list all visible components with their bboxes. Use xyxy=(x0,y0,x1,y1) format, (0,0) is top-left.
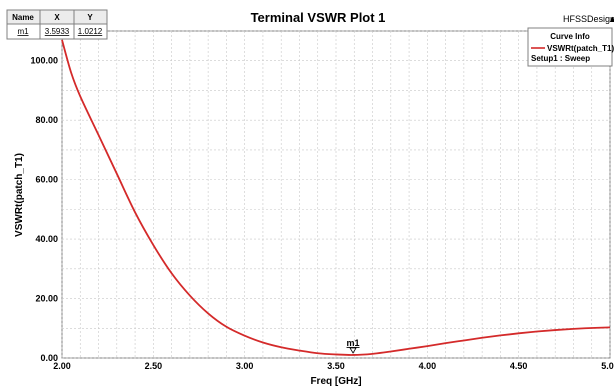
series-line-vswrt-patch-t1[interactable] xyxy=(61,39,611,356)
design-name: HFSSDesign1 xyxy=(563,14,614,24)
y-tick-label: 20.00 xyxy=(35,294,58,304)
marker-m1-label: m1 xyxy=(347,338,360,348)
x-tick-label: 2.50 xyxy=(145,361,163,371)
x-tick-label: 5.00 xyxy=(601,361,614,371)
x-tick-label: 4.50 xyxy=(510,361,528,371)
y-tick-label: 0.00 xyxy=(40,353,58,363)
y-tick-label: 60.00 xyxy=(35,175,58,185)
legend-title: Curve Info xyxy=(550,32,590,41)
marker-table-header-x: X xyxy=(54,13,60,22)
marker-table-name[interactable]: m1 xyxy=(17,27,29,36)
x-tick-label: 3.00 xyxy=(236,361,254,371)
x-tick-label: 2.00 xyxy=(53,361,71,371)
legend-entry-label: VSWRt(patch_T1) xyxy=(547,44,614,53)
y-tick-label: 80.00 xyxy=(35,115,58,125)
x-axis-label: Freq [GHz] xyxy=(310,376,361,387)
chart-title: Terminal VSWR Plot 1 xyxy=(251,10,386,25)
y-tick-label: 100.00 xyxy=(30,56,58,66)
marker-m1-icon[interactable] xyxy=(349,347,357,354)
grid-layer xyxy=(61,30,611,359)
marker-table-y: 1.0212 xyxy=(78,27,103,36)
marker-table-header-y: Y xyxy=(87,13,93,22)
legend[interactable]: Curve Info VSWRt(patch_T1) Setup1 : Swee… xyxy=(527,27,614,67)
marker-layer: m1 xyxy=(347,338,360,354)
x-tick-labels: 2.00 2.50 3.00 3.50 4.00 4.50 5.00 xyxy=(53,361,614,371)
series-layer xyxy=(61,39,611,356)
y-tick-labels: 0.00 20.00 40.00 60.00 80.00 100.00 xyxy=(30,56,58,363)
y-axis-label: VSWRt(patch_T1) xyxy=(14,153,25,237)
marker-table-header-name: Name xyxy=(12,13,34,22)
x-tick-label: 3.50 xyxy=(327,361,345,371)
marker-table[interactable]: Name X Y m1 3.5933 1.0212 xyxy=(6,9,108,40)
y-tick-label: 40.00 xyxy=(35,234,58,244)
legend-entry-sublabel: Setup1 : Sweep xyxy=(531,54,590,63)
marker-table-x: 3.5933 xyxy=(45,27,70,36)
x-tick-label: 4.00 xyxy=(419,361,437,371)
design-arrow-icon[interactable]: ▲ xyxy=(608,14,614,24)
